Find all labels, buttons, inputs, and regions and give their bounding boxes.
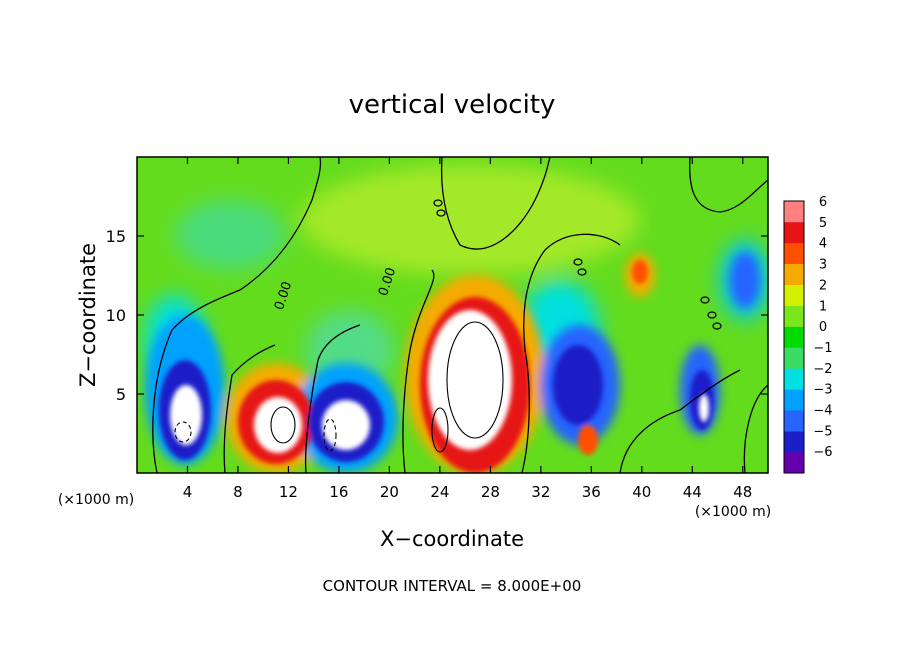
x-tick-label: 32 (531, 483, 550, 501)
x-tick-label: 44 (683, 483, 702, 501)
contour-zero-upper-mid (440, 157, 551, 250)
contour-zero-x8 (223, 344, 276, 473)
cell-mid-x40 (632, 260, 648, 284)
contour-bubble-7 (712, 322, 722, 330)
colorbar-tick-label: −6 (813, 445, 832, 460)
x-tick-label: 36 (582, 483, 601, 501)
velocity-field (145, 165, 768, 473)
x-tick-label: 4 (183, 483, 193, 501)
colorbar-swatch (784, 284, 804, 306)
cell-core-x17 (322, 400, 370, 450)
cell-mid-x36 (578, 425, 598, 455)
y-tick-label: 5 (116, 385, 126, 404)
colorbar: 6 5 4 3 2 1 0 −1 −2 −3 −4 −5 −6 (783, 195, 833, 474)
x-tick-label: 8 (233, 483, 243, 501)
y-axis-title: Z−coordinate (76, 243, 100, 387)
colorbar-tick-label: −1 (813, 341, 832, 356)
colorbar-tick-label: 1 (819, 299, 827, 314)
contour-core-x4 (174, 421, 192, 443)
contour-interval-footer: CONTOUR INTERVAL = 8.000E+00 (323, 577, 582, 595)
colorbar-tick-label: 6 (819, 195, 827, 210)
colorbar-swatch (784, 431, 804, 453)
contour-zero-x20 (402, 269, 435, 473)
colorbar-tick-label: −3 (813, 383, 832, 398)
contour-bubble-2 (436, 209, 446, 217)
cell-mid-x35 (553, 345, 603, 425)
contour-bubble-5 (700, 296, 710, 304)
chart-title: vertical velocity (349, 90, 556, 120)
colorbar-tick-label: −2 (813, 362, 832, 377)
cell-core-x4 (170, 385, 202, 445)
x-axis-title: X−coordinate (380, 527, 524, 551)
contour-bubble-4 (577, 268, 587, 276)
contour-zero-upper-right (689, 157, 768, 213)
contour-bubble-6 (707, 311, 717, 319)
y-tick-label: 15 (106, 227, 126, 246)
x-axis-ticks: 4 8 12 16 20 24 28 32 36 40 44 48 (183, 157, 752, 501)
x-unit-label: (×1000 m) (695, 504, 771, 520)
x-tick-label: 16 (329, 483, 348, 501)
colorbar-swatch (784, 221, 804, 244)
colorbar-swatch (784, 410, 804, 432)
y-axis-ticks: 5 10 15 (106, 227, 768, 404)
upper-yellow-band (300, 165, 640, 275)
core-contours (174, 321, 504, 453)
colorbar-tick-label: 5 (819, 216, 827, 231)
colorbar-tick-label: 2 (819, 278, 827, 293)
x-tick-label: 48 (733, 483, 752, 501)
colorbar-swatch (784, 201, 804, 223)
x-tick-label: 28 (481, 483, 500, 501)
contour-zero-left (152, 157, 322, 473)
contour-zero-x39 (619, 369, 741, 473)
colorbar-tick-label: −4 (813, 404, 832, 419)
y-tick-label: 10 (106, 306, 126, 325)
x-tick-label: 20 (380, 483, 399, 501)
colorbar-swatch (784, 263, 804, 285)
zero-contours (152, 157, 768, 473)
contour-core-x26 (446, 321, 504, 439)
colorbar-swatch (784, 452, 804, 474)
y-unit-label: (×1000 m) (58, 492, 134, 508)
contour-core-x24 (431, 407, 449, 453)
colorbar-frame (783, 200, 805, 474)
upper-left-cyan-band (175, 200, 285, 270)
cell-ring-x48 (730, 252, 760, 308)
x-tick-label: 12 (279, 483, 298, 501)
colorbar-tick-label: 4 (819, 237, 827, 252)
colorbar-swatch (784, 326, 804, 348)
colorbar-tick-label: −5 (813, 424, 832, 439)
contour-core-x17 (323, 418, 337, 452)
colorbar-swatch (784, 368, 804, 390)
contour-zero-x29 (521, 233, 621, 473)
colorbar-swatch (784, 389, 804, 411)
plot-area: 0.00 0.00 (137, 157, 768, 473)
colorbar-swatch (784, 242, 804, 265)
contour-bubble-1 (433, 199, 443, 207)
contour-zero-x14 (304, 324, 361, 473)
colorbar-swatch (784, 305, 804, 327)
colorbar-tick-label: 3 (819, 258, 827, 273)
x-tick-label: 40 (632, 483, 651, 501)
colorbar-tick-label: 0 (819, 320, 827, 335)
cell-core-x26 (428, 310, 512, 450)
cell-core-x45 (699, 394, 709, 422)
contour-bubble-3 (573, 258, 583, 266)
contour-core-x11 (270, 406, 296, 444)
colorbar-swatch (784, 347, 804, 369)
x-tick-label: 24 (430, 483, 449, 501)
contour-zero-right-lower (743, 384, 768, 473)
